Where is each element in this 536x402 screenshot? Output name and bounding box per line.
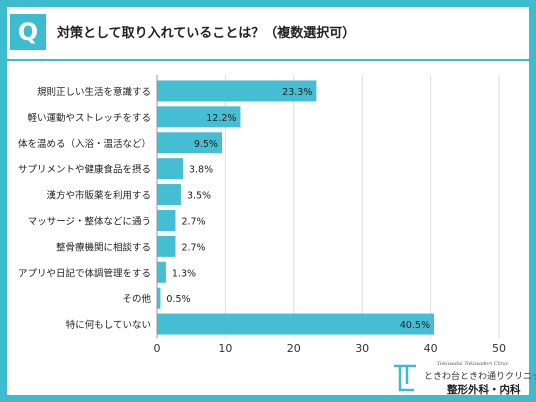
- value-label: 9.5%: [194, 139, 218, 150]
- clinic-name: ときわ台ときわ通りクリニック: [424, 372, 536, 382]
- bar: [157, 209, 176, 231]
- x-tick-label: 50: [492, 342, 506, 355]
- category-label: 漢方や市販薬を利用する: [46, 190, 151, 202]
- question-text: 対策として取り入れていることは？（複数選択可）: [57, 26, 356, 41]
- question-badge: Q: [10, 14, 46, 50]
- bar: [157, 235, 176, 257]
- value-label: 1.3%: [172, 268, 196, 279]
- value-label: 3.8%: [189, 165, 213, 176]
- category-label: 体を温める（入浴・温活など）: [18, 138, 151, 150]
- bar: [157, 287, 161, 309]
- category-label: 規則正しい生活を意識する: [37, 86, 151, 98]
- bar: [157, 106, 241, 128]
- question-header: [7, 7, 529, 61]
- value-label: 3.5%: [187, 191, 211, 202]
- x-tick-label: 10: [218, 342, 232, 355]
- category-label: 特に何もしていない: [66, 319, 151, 331]
- value-label: 40.5%: [400, 320, 430, 331]
- category-label: その他: [122, 293, 151, 305]
- value-label: 2.7%: [181, 216, 205, 227]
- category-label: 整骨療機関に相談する: [56, 241, 151, 253]
- value-label: 0.5%: [166, 294, 190, 305]
- clinic-logo: Tokiwadai Tokiwadori Clinic ときわ台ときわ通りクリニ…: [392, 360, 536, 400]
- bar: [157, 184, 181, 206]
- clinic-department: 整形外科・内科: [447, 384, 521, 396]
- x-tick-label: 30: [355, 342, 369, 355]
- bar: [157, 80, 317, 102]
- category-label: マッサージ・整体などに通う: [28, 215, 151, 227]
- clinic-logo-icon: [394, 364, 416, 392]
- value-label: 23.3%: [282, 87, 312, 98]
- bar: [157, 313, 435, 335]
- value-label: 12.2%: [206, 113, 236, 124]
- bar: [157, 158, 183, 180]
- bar: [157, 261, 166, 283]
- clinic-english-name: Tokiwadai Tokiwadori Clinic: [437, 361, 509, 367]
- x-tick-label: 40: [424, 342, 438, 355]
- x-tick-label: 20: [287, 342, 301, 355]
- category-label: サプリメントや健康食品を摂る: [18, 164, 151, 176]
- value-label: 2.7%: [181, 242, 205, 253]
- category-label: 軽い運動やストレッチをする: [27, 113, 151, 124]
- category-label: アプリや日記で体調管理をする: [18, 267, 151, 279]
- x-tick-label: 0: [154, 342, 161, 355]
- bar: [157, 132, 222, 154]
